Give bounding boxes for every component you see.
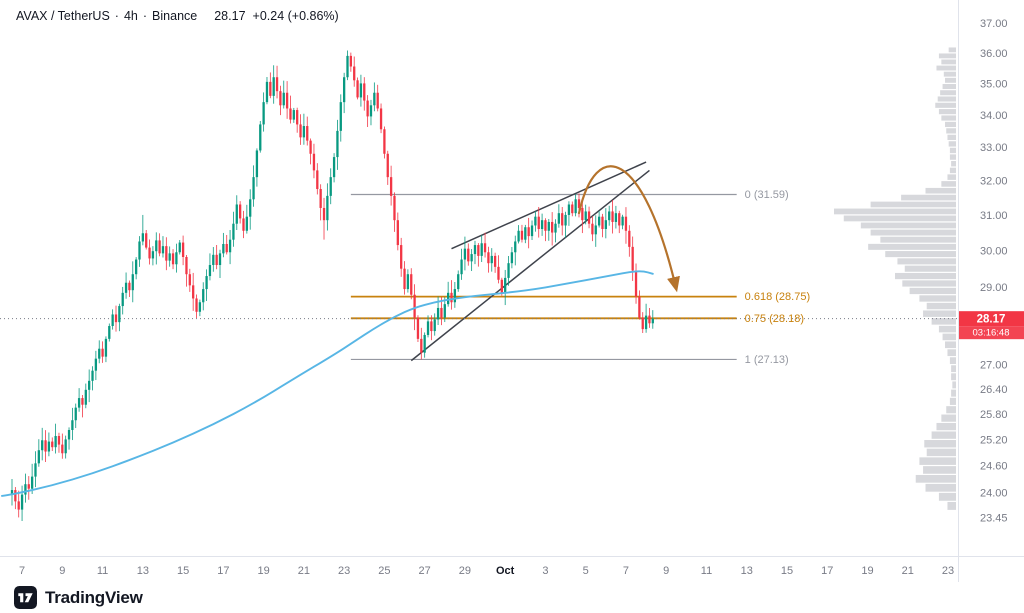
ma-line[interactable]	[0, 270, 654, 497]
time-tick-label: 27	[419, 565, 431, 577]
time-tick-label: 9	[663, 565, 669, 577]
price-tick-label: 26.40	[980, 384, 1008, 396]
exchange[interactable]: Binance	[152, 9, 198, 23]
time-tick-label: 9	[59, 565, 65, 577]
volume-profile	[834, 47, 956, 510]
time-tick-label: 21	[902, 565, 914, 577]
trendline	[410, 169, 650, 362]
time-tick-label: 15	[781, 565, 793, 577]
price-tick-label: 25.20	[980, 434, 1008, 446]
time-tick-label: 19	[861, 565, 873, 577]
time-tick-label: 29	[459, 565, 471, 577]
fib-level-label: 0.618 (28.75)	[745, 291, 810, 303]
time-tick-label: 11	[97, 565, 108, 577]
price-tick-label: 23.45	[980, 512, 1008, 524]
projection-arrow-drawing[interactable]	[577, 165, 680, 293]
time-tick-label: 17	[821, 565, 833, 577]
time-tick-label: 19	[258, 565, 270, 577]
time-tick-label: 25	[378, 565, 390, 577]
time-tick-label: 13	[137, 565, 149, 577]
time-tick-label: 3	[542, 565, 548, 577]
time-tick-label: 23	[942, 565, 954, 577]
header-last-price: 28.17	[214, 9, 246, 23]
interval[interactable]: 4h	[123, 9, 138, 23]
time-tick-label: 5	[583, 565, 589, 577]
header-price-change: +0.24 (+0.86%)	[252, 9, 339, 23]
time-tick-label: 13	[741, 565, 753, 577]
time-tick-label: Oct	[496, 565, 515, 577]
symbol-header: AVAX / TetherUS · 4h · Binance 28.17 +0.…	[16, 9, 339, 23]
time-tick-label: 17	[217, 565, 229, 577]
separator: ·	[114, 9, 119, 23]
fib-level-label: 1 (27.13)	[745, 354, 789, 366]
price-tick-label: 33.00	[980, 142, 1008, 154]
price-tick-label: 34.00	[980, 110, 1008, 122]
symbol-name[interactable]: AVAX / TetherUS	[16, 9, 110, 23]
price-tick-label: 31.00	[980, 210, 1008, 222]
chart-pane[interactable]: 0 (31.59) 0.618 (28.75) 0.75 (28.18) 1 (27.…	[0, 0, 1024, 582]
time-tick-label: 15	[177, 565, 189, 577]
last-price-axis-label[interactable]: 28.17 03:16:48	[959, 311, 1024, 340]
price-tick-label: 37.00	[980, 18, 1008, 30]
time-axis[interactable]: 7 9 11 13 15 17 19 21 23 25 27 29 Oct 3 5 7 9 11 13 15 17 19 2…	[19, 565, 954, 577]
tradingview-logo[interactable]: TradingView	[14, 586, 143, 609]
price-tick-label: 24.60	[980, 461, 1008, 473]
trendline-drawing[interactable]	[410, 161, 650, 362]
price-axis[interactable]: 37.00 36.00 35.00 34.00 33.00 32.00 31.00 30.00…	[980, 18, 1008, 524]
time-tick-label: 7	[623, 565, 629, 577]
price-tick-label: 30.00	[980, 245, 1008, 257]
time-tick-label: 23	[338, 565, 350, 577]
time-tick-label: 21	[298, 565, 310, 577]
candlestick-series	[10, 50, 654, 522]
bar-countdown: 03:16:48	[973, 328, 1010, 339]
price-tick-label: 27.00	[980, 360, 1008, 372]
separator: ·	[142, 9, 148, 23]
price-tick-label: 25.80	[980, 409, 1008, 421]
fib-level-label: 0 (31.59)	[745, 189, 789, 201]
time-tick-label: 11	[701, 565, 712, 577]
price-tick-label: 29.00	[980, 282, 1008, 294]
time-tick-label: 7	[19, 565, 25, 577]
fib-retracement-drawing[interactable]: 0 (31.59) 0.618 (28.75) 0.75 (28.18) 1 (27.…	[350, 189, 810, 366]
tradingview-wordmark: TradingView	[45, 587, 143, 607]
last-price-value: 28.17	[977, 314, 1006, 326]
price-tick-label: 24.00	[980, 487, 1008, 499]
tradingview-icon	[14, 586, 37, 609]
trendline	[451, 161, 647, 250]
price-tick-label: 36.00	[980, 48, 1008, 60]
price-tick-label: 32.00	[980, 176, 1008, 188]
fib-level-label: 0.75 (28.18)	[745, 313, 804, 325]
price-tick-label: 35.00	[980, 78, 1008, 90]
